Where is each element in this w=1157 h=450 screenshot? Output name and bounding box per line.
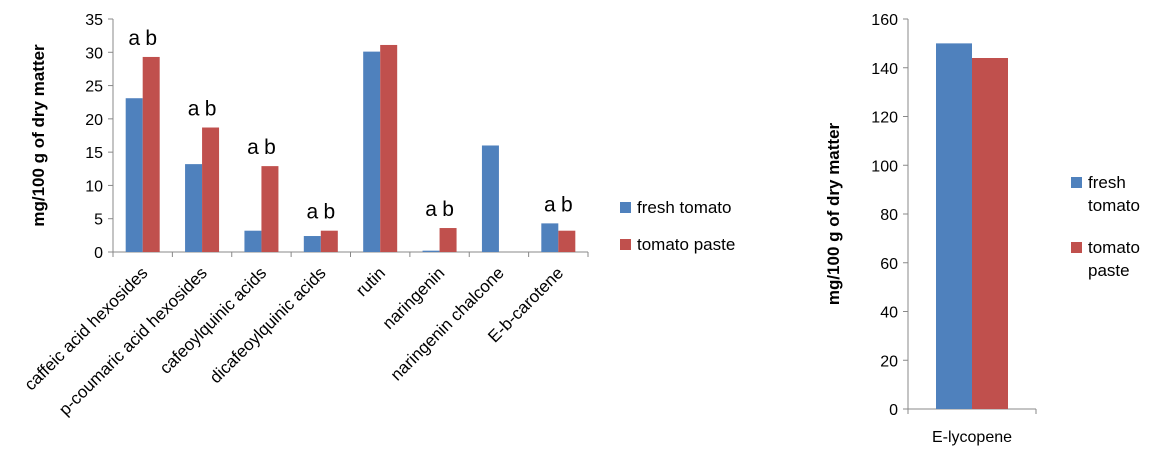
significance-letter: a xyxy=(128,27,140,50)
y-tick-label: 120 xyxy=(871,110,898,127)
legend-label: paste xyxy=(1088,261,1130,280)
y-tick-label: 15 xyxy=(85,145,103,162)
y-tick-label: 30 xyxy=(85,45,103,62)
legend-swatch-tomato-paste xyxy=(1071,242,1082,253)
legend-label: fresh tomato xyxy=(637,198,732,217)
x-category-label: naringenin chalcone xyxy=(387,263,508,384)
legend-label: tomato paste xyxy=(637,235,735,254)
legend-label: tomato xyxy=(1088,238,1140,257)
significance-letter: a xyxy=(247,136,259,159)
y-tick-label: 160 xyxy=(871,12,898,29)
significance-letter: a xyxy=(425,198,437,221)
bar-tomato-paste xyxy=(320,230,338,252)
y-tick-label: 0 xyxy=(889,402,898,419)
bar-tomato-paste xyxy=(380,44,398,252)
legend-swatch-fresh-tomato xyxy=(620,202,631,213)
legend-label: tomato xyxy=(1088,196,1140,215)
legend-swatch-fresh-tomato xyxy=(1071,177,1082,188)
bar-tomato-paste xyxy=(202,127,220,252)
bar-tomato-paste xyxy=(972,58,1008,409)
significance-letter: b xyxy=(205,98,217,121)
significance-letter: b xyxy=(323,201,335,224)
significance-letter: b xyxy=(264,136,276,159)
bar-fresh-tomato xyxy=(185,164,203,252)
y-tick-label: 100 xyxy=(871,158,898,175)
y-tick-label: 60 xyxy=(880,256,898,273)
bar-fresh-tomato xyxy=(303,236,321,252)
y-tick-label: 40 xyxy=(880,305,898,322)
y-tick-label: 80 xyxy=(880,207,898,224)
significance-letter: a xyxy=(544,193,556,216)
significance-letter: b xyxy=(561,193,573,216)
bar-fresh-tomato xyxy=(936,43,972,409)
significance-letter: a xyxy=(306,201,318,224)
y-tick-label: 25 xyxy=(85,79,103,96)
legend-label: fresh xyxy=(1088,173,1126,192)
x-category-label: rutin xyxy=(352,263,389,300)
bar-tomato-paste xyxy=(261,166,279,252)
x-category-label: E-lycopene xyxy=(932,429,1012,446)
y-tick-label: 35 xyxy=(85,12,103,29)
bar-tomato-paste xyxy=(439,228,457,252)
bar-fresh-tomato xyxy=(363,51,381,253)
x-category-label: cafeoylquinic acids xyxy=(156,263,270,377)
bar-tomato-paste xyxy=(558,230,576,252)
bar-fresh-tomato xyxy=(541,223,559,252)
y-tick-label: 20 xyxy=(85,112,103,129)
y-axis-title: mg/100 g of dry matter xyxy=(29,44,48,227)
bar-fresh-tomato xyxy=(125,98,143,252)
legend-swatch-tomato-paste xyxy=(620,239,631,250)
x-category-label: dicafeoylquinic acids xyxy=(206,263,330,387)
y-tick-label: 140 xyxy=(871,61,898,78)
significance-letter: b xyxy=(145,27,157,50)
bar-fresh-tomato xyxy=(244,230,262,252)
bar-tomato-paste xyxy=(142,56,160,253)
y-tick-label: 20 xyxy=(880,353,898,370)
bar-fresh-tomato xyxy=(422,250,440,252)
y-tick-label: 0 xyxy=(94,245,103,262)
y-axis-title: mg/100 g of dry matter xyxy=(824,122,843,305)
bar-fresh-tomato xyxy=(481,145,499,252)
y-tick-label: 5 xyxy=(94,212,103,229)
y-tick-label: 10 xyxy=(85,178,103,195)
significance-letter: b xyxy=(442,198,454,221)
significance-letter: a xyxy=(188,98,200,121)
